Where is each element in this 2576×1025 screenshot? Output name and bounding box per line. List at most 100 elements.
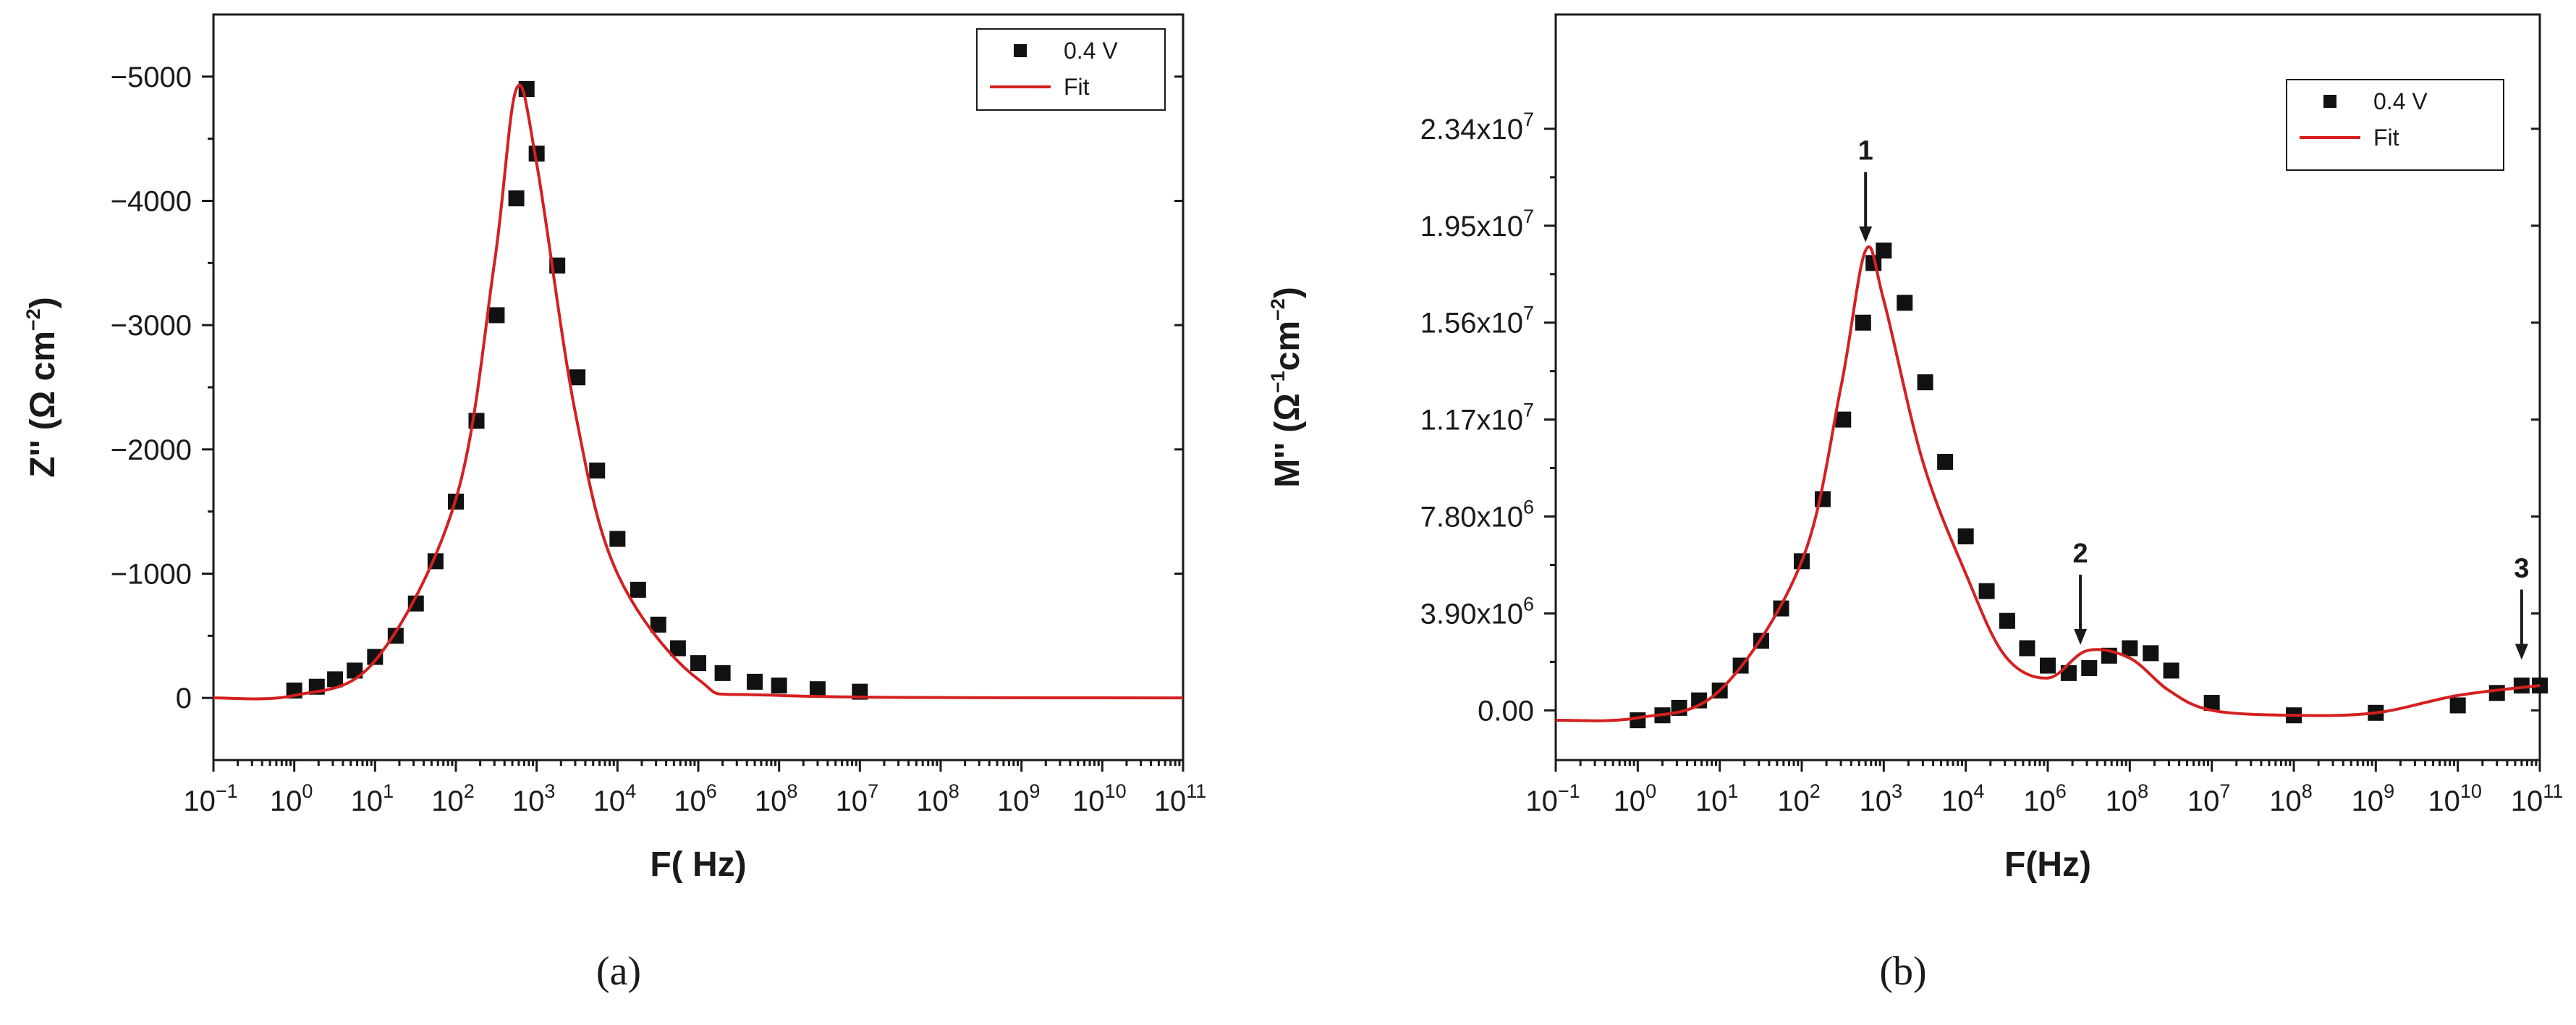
chart-a-data-point (650, 616, 666, 633)
chart-b-legend-point-marker (2323, 95, 2336, 108)
chart-b-panel-label: (b) (1879, 949, 1926, 994)
chart-a-x-tick-label: 108 (755, 780, 798, 817)
chart-panel-a: 10−1 100 101 102 103 104 106 108 107 108 109 1010 10… (22, 13, 1207, 994)
chart-b-data-point (2203, 695, 2220, 712)
chart-a-data-point (508, 190, 525, 207)
chart-a-legend-box (976, 28, 1166, 111)
chart-b-legend-line-label: Fit (2373, 125, 2399, 151)
chart-b-y-tick-label: 2.34x107 (1420, 109, 1534, 145)
chart-a-fit-line (213, 83, 1184, 701)
chart-b-x-tick-label: 101 (1695, 780, 1739, 817)
chart-a-x-tick-label: 103 (512, 780, 556, 817)
chart-b-data-point (2449, 697, 2466, 714)
chart-b-y-tick-label: 1.56x107 (1420, 303, 1534, 339)
chart-b-legend-points-label: 0.4 V (2373, 88, 2428, 114)
chart-b-data-point (1897, 295, 1913, 311)
chart-b-annotation-arrow-head (1859, 226, 1873, 242)
chart-a-x-tick-label: 108 (916, 780, 959, 817)
chart-a-y-tick-label: −5000 (111, 62, 192, 93)
chart-b-data-point (1855, 314, 1871, 331)
chart-a-x-tick-label: 100 (270, 780, 313, 817)
chart-a-panel-label: (a) (596, 949, 641, 994)
chart-b-y-tick-label: 7.80x106 (1420, 497, 1534, 533)
chart-b-annotation-label: 1 (1858, 136, 1873, 166)
chart-b-data-point (2513, 678, 2530, 693)
chart-a-y-tick-label: −2000 (111, 434, 192, 466)
chart-b-x-axis-label: F(Hz) (2004, 845, 2091, 884)
chart-a-y-tick-label: −3000 (111, 310, 192, 342)
chart-b-x-tick-label: 107 (2187, 780, 2231, 817)
chart-b-data-point (1876, 242, 1892, 259)
chart-b-y-axis-label: M'' (Ω−1cm−2) (1267, 287, 1307, 488)
chart-b-data-point (2488, 685, 2505, 701)
chart-b-x-tick-label: 1010 (2428, 780, 2482, 817)
chart-a-plot-area: 10−1 100 101 102 103 104 106 108 107 108 109 1010 10… (22, 13, 1207, 884)
chart-b-data-point (2122, 640, 2138, 657)
chart-b-y-tick-label: 1.17x107 (1420, 400, 1534, 436)
chart-a-data-point (518, 81, 535, 97)
chart-a-x-tick-label: 1011 (1154, 780, 1207, 817)
chart-a-x-tick-label: 101 (351, 780, 394, 817)
chart-b-x-tick-label: 108 (2106, 780, 2149, 817)
chart-b-data-point (1957, 528, 1974, 544)
chart-a-x-tick-label: 109 (997, 780, 1041, 817)
chart-a-data-point (569, 369, 586, 386)
chart-b-x-tick-label: 103 (1860, 780, 1903, 817)
chart-a-x-axis-label: F( Hz) (650, 845, 746, 884)
chart-b-annotation-label: 3 (2514, 554, 2529, 584)
chart-a-data-point (589, 463, 606, 479)
chart-a-x-tick-label: 106 (674, 780, 717, 817)
chart-b-annotation-arrow-head (2074, 628, 2088, 645)
chart-b-data-point (1999, 612, 2015, 629)
chart-b-plot-area: 10−1 100 101 102 103 104 106 108 107 108 109 1010 10… (1267, 13, 2564, 884)
chart-a-data-point (407, 595, 424, 612)
chart-a-y-axis-label: Z'' (Ω cm−2) (22, 297, 62, 477)
chart-a-data-point (809, 681, 826, 698)
chart-a-data-point (327, 671, 344, 688)
chart-a-y-tick-label: −4000 (111, 186, 192, 218)
chart-b-legend-box (2286, 79, 2504, 171)
chart-b-data-point (1917, 374, 1933, 391)
chart-b-data-point (1835, 411, 1852, 428)
chart-a-data-point (771, 678, 787, 693)
chart-a-legend-points-label: 0.4 V (1064, 38, 1118, 64)
chart-b-y-tick-label: 1.95x107 (1420, 206, 1534, 242)
chart-a-data-point (609, 531, 626, 547)
chart-a-y-tick-label: −1000 (111, 559, 192, 591)
chart-a-legend-point-marker (1014, 44, 1027, 57)
chart-a-x-tick-label: 1010 (1072, 780, 1127, 817)
chart-b-annotation-label: 2 (2073, 539, 2088, 569)
chart-a-data-point (488, 307, 505, 324)
chart-a-data-point (690, 655, 706, 672)
chart-b-x-tick-label: 1011 (2511, 780, 2564, 817)
chart-b-x-tick-label: 100 (1614, 780, 1657, 817)
chart-b-x-tick-label: 102 (1777, 780, 1821, 817)
chart-a-data-point (528, 145, 545, 162)
chart-a-x-tick-label: 102 (431, 780, 475, 817)
chart-b-data-point (1630, 712, 1646, 729)
chart-b-data-point (1978, 583, 1995, 599)
chart-b-x-tick-label: 109 (2352, 780, 2395, 817)
chart-a-data-point (747, 673, 763, 690)
chart-panel-b: 10−1 100 101 102 103 104 106 108 107 108 109 1010 10… (1267, 13, 2564, 994)
chart-b-x-tick-label: 108 (2269, 780, 2313, 817)
chart-b-x-tick-label: 106 (2023, 780, 2067, 817)
chart-a-y-tick-label: 0 (176, 683, 192, 714)
chart-b-x-tick-label: 10−1 (1525, 780, 1580, 817)
chart-a-x-tick-label: 10−1 (183, 780, 237, 817)
chart-b-data-point (2081, 659, 2098, 676)
chart-b-y-tick-label: 3.90x106 (1420, 593, 1534, 630)
chart-b-annotation-arrow-head (2514, 644, 2528, 660)
chart-b-data-point (2019, 640, 2035, 657)
chart-a-x-tick-label: 104 (593, 780, 637, 817)
chart-a-legend-line-label: Fit (1064, 74, 1090, 100)
chart-b-data-point (1814, 491, 1831, 507)
chart-a-data-point (669, 640, 686, 657)
chart-b-data-point (1937, 454, 1954, 470)
chart-b-fit-line (1555, 245, 2541, 722)
chart-a-x-tick-label: 107 (836, 780, 879, 817)
chart-b-data-point (2040, 657, 2056, 674)
chart-b-data-point (2163, 662, 2179, 679)
